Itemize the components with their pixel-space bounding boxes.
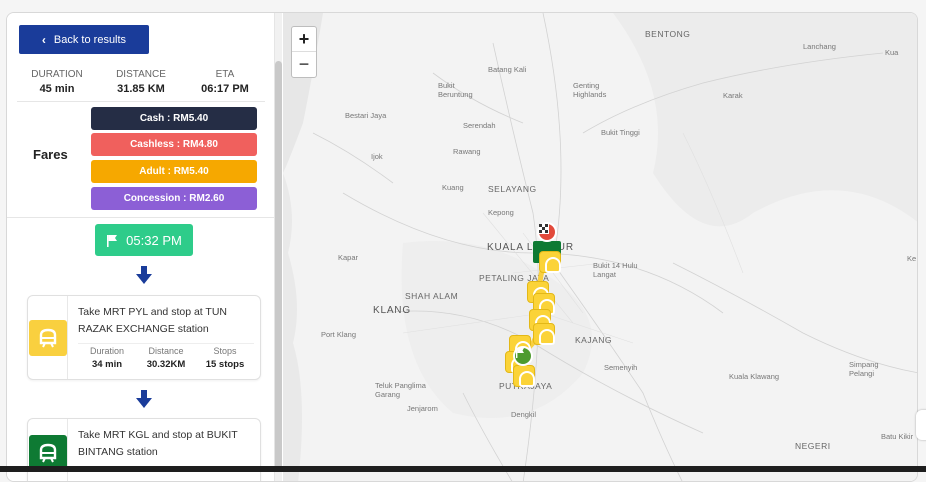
meta-label: Duration (89, 346, 125, 356)
stat-eta: ETA 06:17 PM (185, 69, 265, 95)
map-view[interactable]: BENTONG Lanchang Batang Kali Bukit Berun… (283, 13, 917, 481)
back-button-label: Back to results (53, 33, 127, 46)
stat-distance: DISTANCE 31.85 KM (101, 69, 181, 95)
place-label: Kepong (488, 208, 514, 217)
zoom-control: + − (291, 26, 317, 78)
place-label: Port Klang (321, 330, 357, 339)
place-label: Ke (907, 254, 917, 263)
place-label: BENTONG (645, 29, 691, 39)
stat-label: DURATION (31, 69, 83, 80)
fare-adult-badge: Adult : RM5.40 (91, 160, 257, 183)
checkered-flag-icon (539, 224, 549, 234)
place-label: Karak (723, 91, 743, 100)
route-detail-panel: ‹ Back to results DURATION 45 min DISTAN… (7, 13, 275, 481)
departure-time-badge: 05:32 PM (95, 224, 193, 256)
train-stop-marker[interactable] (533, 323, 555, 345)
train-stop-marker[interactable] (539, 251, 561, 273)
stat-value: 31.85 KM (117, 83, 165, 95)
place-label: Batang Kali (488, 65, 527, 74)
place-label: Kuang (442, 183, 464, 192)
place-label: Batu Kikir (881, 432, 914, 441)
place-label: SHAH ALAM (405, 291, 459, 301)
fare-concession-badge: Concession : RM2.60 (91, 187, 257, 210)
place-label: Rawang (453, 147, 481, 156)
place-label: KLANG (373, 305, 411, 316)
route-line (516, 232, 550, 379)
fares-heading: Fares (33, 147, 68, 162)
place-label: Kua (885, 48, 899, 57)
place-label: KAJANG (575, 335, 613, 345)
step-meta-stops: Stops 15 stops (196, 346, 254, 370)
train-icon (28, 319, 67, 356)
destination-marker[interactable] (537, 222, 557, 242)
step-icon-cell (28, 419, 68, 481)
place-label: Serendah (463, 121, 496, 130)
stat-label: DISTANCE (116, 69, 166, 80)
flag-icon (107, 234, 118, 247)
fare-cashless-badge: Cashless : RM4.80 (91, 133, 257, 156)
step-instruction: Take MRT PYL and stop at TUN RAZAK EXCHA… (78, 306, 228, 335)
place-label: Bukit 14 Hulu Langat (593, 261, 638, 279)
meta-label: Stops (213, 346, 237, 356)
place-label: Dengkil (511, 410, 537, 419)
stat-label: ETA (215, 69, 235, 80)
arrow-down-icon (136, 266, 152, 284)
divider (7, 217, 275, 218)
place-label: Simpang Pelangi (849, 360, 879, 378)
train-icon (28, 435, 67, 471)
place-label: Teluk Panglima Garang (375, 381, 426, 399)
stat-duration: DURATION 45 min (17, 69, 97, 95)
place-label: SELAYANG (488, 184, 537, 194)
place-label: Bestari Jaya (345, 111, 387, 120)
place-label: Bukit Beruntung (438, 81, 473, 99)
trip-summary: DURATION 45 min DISTANCE 31.85 KM ETA 06… (17, 69, 265, 102)
zoom-in-button[interactable]: + (292, 27, 316, 52)
zoom-out-button[interactable]: − (298, 54, 310, 74)
panel-scrollbar-thumb[interactable] (275, 61, 282, 471)
place-label: Lanchang (803, 42, 836, 51)
stat-value: 45 min (39, 83, 75, 95)
chevron-left-icon: ‹ (41, 32, 46, 47)
step-icon-cell (28, 296, 68, 379)
flag-icon (516, 348, 524, 358)
taskbar-strip (0, 466, 926, 472)
train-stop-marker[interactable] (513, 365, 535, 387)
meta-value: 34 min (91, 359, 123, 370)
meta-value: 15 stops (205, 359, 245, 370)
meta-label: Distance (148, 346, 184, 356)
place-label: Jenjarom (407, 404, 438, 413)
back-to-results-button[interactable]: ‹ Back to results (19, 25, 149, 54)
origin-marker[interactable] (513, 346, 533, 366)
step-instruction: Take MRT KGL and stop at BUKIT BINTANG s… (78, 429, 238, 458)
step-meta-distance: Distance 30.32KM (137, 346, 195, 370)
journey-step[interactable]: Take MRT KGL and stop at BUKIT BINTANG s… (27, 418, 261, 481)
place-label: Kapar (338, 253, 359, 262)
step-meta-duration: Duration 34 min (78, 346, 136, 370)
step-meta: Duration 34 min Distance 30.32KM Stops 1… (78, 343, 254, 370)
stat-value: 06:17 PM (201, 83, 249, 95)
arrow-down-icon (136, 390, 152, 408)
place-label: Semenyih (604, 363, 638, 372)
place-label: Genting Highlands (573, 81, 607, 99)
place-label: Ijok (371, 152, 383, 161)
place-label: KUALA LUMPUR (487, 242, 574, 253)
place-label: Bukit Tinggi (601, 128, 640, 137)
meta-value: 30.32KM (146, 359, 186, 370)
departure-time: 05:32 PM (126, 232, 182, 248)
map-side-toggle[interactable] (916, 410, 926, 440)
place-label: NEGERI (795, 441, 831, 451)
fare-cash-badge: Cash : RM5.40 (91, 107, 257, 130)
place-label: Kuala Klawang (729, 372, 780, 381)
app-window: ‹ Back to results DURATION 45 min DISTAN… (6, 12, 918, 482)
journey-step[interactable]: Take MRT PYL and stop at TUN RAZAK EXCHA… (27, 295, 261, 380)
place-label: PETALING JAYA (479, 273, 550, 283)
